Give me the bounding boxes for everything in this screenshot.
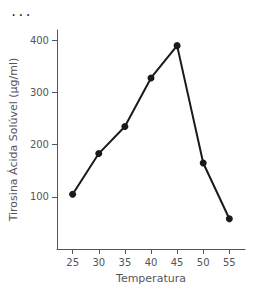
svg-text:35: 35 — [119, 257, 132, 268]
svg-text:200: 200 — [30, 139, 49, 150]
svg-text:45: 45 — [171, 257, 184, 268]
svg-text:300: 300 — [30, 87, 49, 98]
svg-text:30: 30 — [92, 257, 105, 268]
svg-text:100: 100 — [30, 191, 49, 202]
svg-text:Tirosina Ácida Solúvel (μg/ml): Tirosina Ácida Solúvel (μg/ml) — [7, 58, 20, 223]
svg-text:Temperatura: Temperatura — [115, 272, 186, 285]
svg-text:...: ... — [10, 5, 32, 19]
svg-text:400: 400 — [30, 35, 49, 46]
svg-text:40: 40 — [145, 257, 158, 268]
svg-text:55: 55 — [223, 257, 236, 268]
svg-text:25: 25 — [66, 257, 79, 268]
svg-text:50: 50 — [197, 257, 210, 268]
